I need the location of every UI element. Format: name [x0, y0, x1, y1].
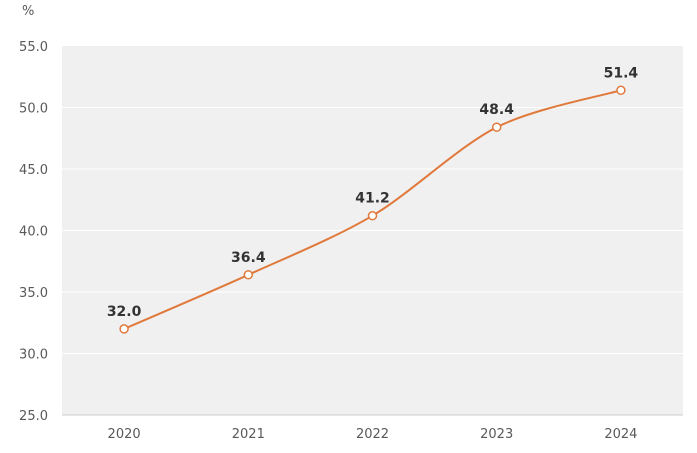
x-axis-label: 2020 — [108, 427, 141, 442]
data-point-marker — [243, 270, 254, 280]
data-point-label: 36.4 — [231, 250, 266, 266]
data-point-label: 48.4 — [479, 102, 514, 118]
y-tick-label: 25.0 — [19, 409, 48, 424]
data-point-label: 51.4 — [604, 65, 639, 81]
y-tick-label: 55.0 — [19, 40, 48, 55]
y-axis-unit-label: % — [22, 4, 35, 19]
data-point-marker — [491, 122, 502, 132]
x-axis-label: 2022 — [356, 427, 389, 442]
x-axis-label: 2024 — [604, 427, 637, 442]
data-point-label: 32.0 — [107, 304, 142, 320]
y-tick-label: 50.0 — [19, 102, 48, 117]
data-point-marker — [367, 210, 378, 221]
y-tick-label: 40.0 — [19, 225, 48, 240]
y-tick-label: 30.0 — [19, 348, 48, 363]
y-tick-label: 35.0 — [19, 286, 48, 301]
x-axis-label: 2021 — [232, 427, 265, 442]
data-point-marker — [119, 324, 129, 334]
data-point-label: 41.2 — [355, 191, 390, 207]
x-axis-label: 2023 — [480, 427, 513, 442]
y-tick-label: 45.0 — [19, 163, 48, 178]
data-point-marker — [616, 85, 626, 96]
